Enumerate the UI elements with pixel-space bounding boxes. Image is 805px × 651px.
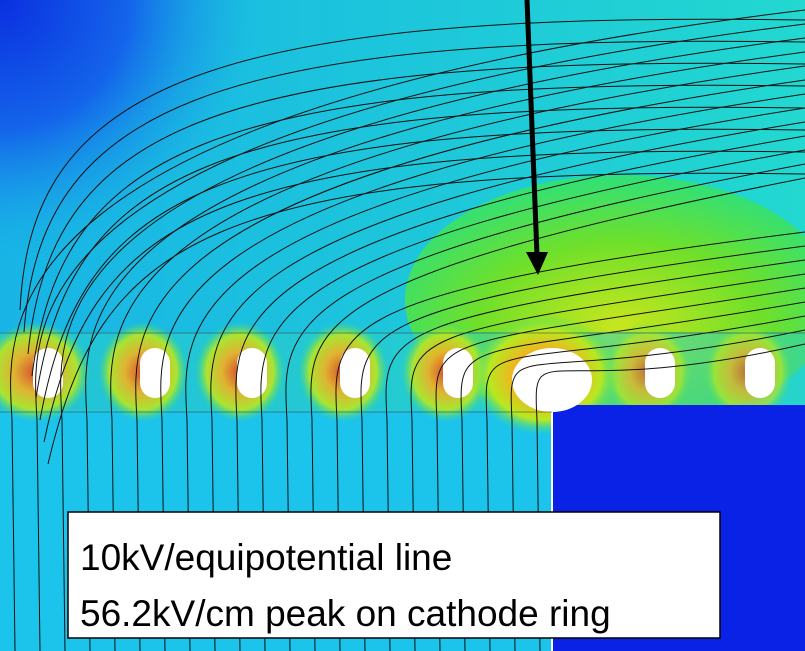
ring [340,348,370,398]
annotation-line: 56.2kV/cm peak on cathode ring [80,593,611,634]
page: 10kV/equipotential line 56.2kV/cm peak o… [0,0,805,651]
field-plot: 10kV/equipotential line 56.2kV/cm peak o… [0,0,805,651]
ring [140,348,170,398]
ring [443,348,473,398]
ring [237,348,267,398]
low-field-region [0,0,260,260]
annotation-line: 10kV/equipotential line [80,537,452,578]
cathode-ring [512,348,592,412]
